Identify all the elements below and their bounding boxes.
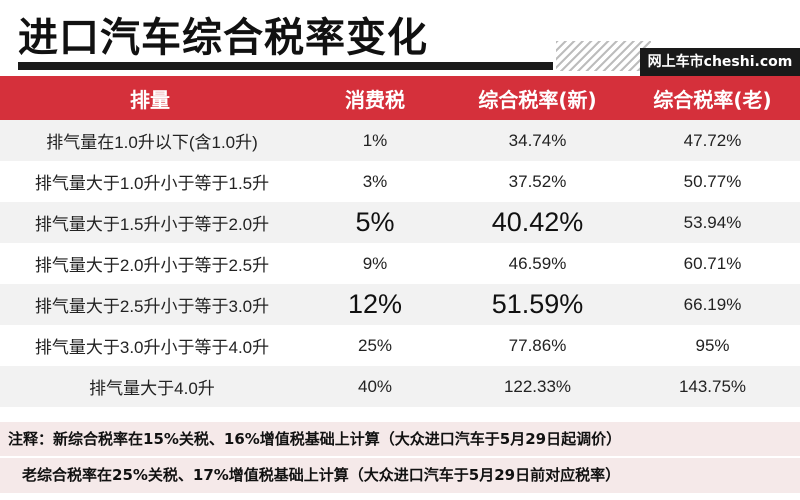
cell-consumption-tax: 25%: [300, 325, 450, 366]
cell-new-rate: 40.42%: [450, 202, 625, 243]
table-row: 排气量大于3.0升小于等于4.0升 25% 77.86% 95%: [0, 325, 800, 366]
cell-displacement: 排气量大于3.0升小于等于4.0升: [0, 325, 300, 366]
cell-old-rate: 50.77%: [625, 161, 800, 202]
column-header-old-rate: 综合税率(老): [625, 76, 800, 120]
cell-displacement: 排气量在1.0升以下(含1.0升): [0, 120, 300, 161]
note-old-rate: 老综合税率在25%关税、17%增值税基础上计算（大众进口汽车于5月29日前对应税…: [0, 458, 800, 493]
cell-displacement: 排气量大于1.5升小于等于2.0升: [0, 202, 300, 243]
table-row: 排气量大于4.0升 40% 122.33% 143.75%: [0, 366, 800, 407]
cell-new-rate: 34.74%: [450, 120, 625, 161]
cell-displacement: 排气量大于4.0升: [0, 366, 300, 407]
cell-new-rate: 37.52%: [450, 161, 625, 202]
cell-consumption-tax: 3%: [300, 161, 450, 202]
cell-consumption-tax: 40%: [300, 366, 450, 407]
cell-consumption-tax: 5%: [300, 202, 450, 243]
cell-old-rate: 47.72%: [625, 120, 800, 161]
cell-consumption-tax: 12%: [300, 284, 450, 325]
cell-old-rate: 60.71%: [625, 243, 800, 284]
page-title: 进口汽车综合税率变化: [18, 15, 428, 61]
page-header: 进口汽车综合税率变化 网上车市cheshi.com: [0, 0, 800, 76]
column-header-displacement: 排量: [0, 76, 300, 120]
table-header-row: 排量 消费税 综合税率(新) 综合税率(老): [0, 76, 800, 120]
note-new-rate: 注释：新综合税率在15%关税、16%增值税基础上计算（大众进口汽车于5月29日起…: [0, 422, 800, 457]
cell-new-rate: 51.59%: [450, 284, 625, 325]
cell-consumption-tax: 1%: [300, 120, 450, 161]
brand-label: 网上车市cheshi.com: [640, 48, 800, 76]
decorative-hatch: [556, 41, 651, 71]
note-separator: [0, 456, 800, 458]
cell-old-rate: 95%: [625, 325, 800, 366]
tax-rate-table: 排量 消费税 综合税率(新) 综合税率(老) 排气量在1.0升以下(含1.0升)…: [0, 76, 800, 407]
cell-displacement: 排气量大于2.5升小于等于3.0升: [0, 284, 300, 325]
column-header-consumption-tax: 消费税: [300, 76, 450, 120]
cell-old-rate: 143.75%: [625, 366, 800, 407]
cell-old-rate: 53.94%: [625, 202, 800, 243]
table-row: 排气量大于1.0升小于等于1.5升 3% 37.52% 50.77%: [0, 161, 800, 202]
cell-consumption-tax: 9%: [300, 243, 450, 284]
table-row: 排气量大于2.5升小于等于3.0升 12% 51.59% 66.19%: [0, 284, 800, 325]
column-header-new-rate: 综合税率(新): [450, 76, 625, 120]
table-row: 排气量大于1.5升小于等于2.0升 5% 40.42% 53.94%: [0, 202, 800, 243]
table-row: 排气量在1.0升以下(含1.0升) 1% 34.74% 47.72%: [0, 120, 800, 161]
cell-new-rate: 46.59%: [450, 243, 625, 284]
cell-new-rate: 122.33%: [450, 366, 625, 407]
cell-new-rate: 77.86%: [450, 325, 625, 366]
cell-displacement: 排气量大于2.0升小于等于2.5升: [0, 243, 300, 284]
table-row: 排气量大于2.0升小于等于2.5升 9% 46.59% 60.71%: [0, 243, 800, 284]
cell-displacement: 排气量大于1.0升小于等于1.5升: [0, 161, 300, 202]
title-underline: [18, 62, 553, 70]
cell-old-rate: 66.19%: [625, 284, 800, 325]
